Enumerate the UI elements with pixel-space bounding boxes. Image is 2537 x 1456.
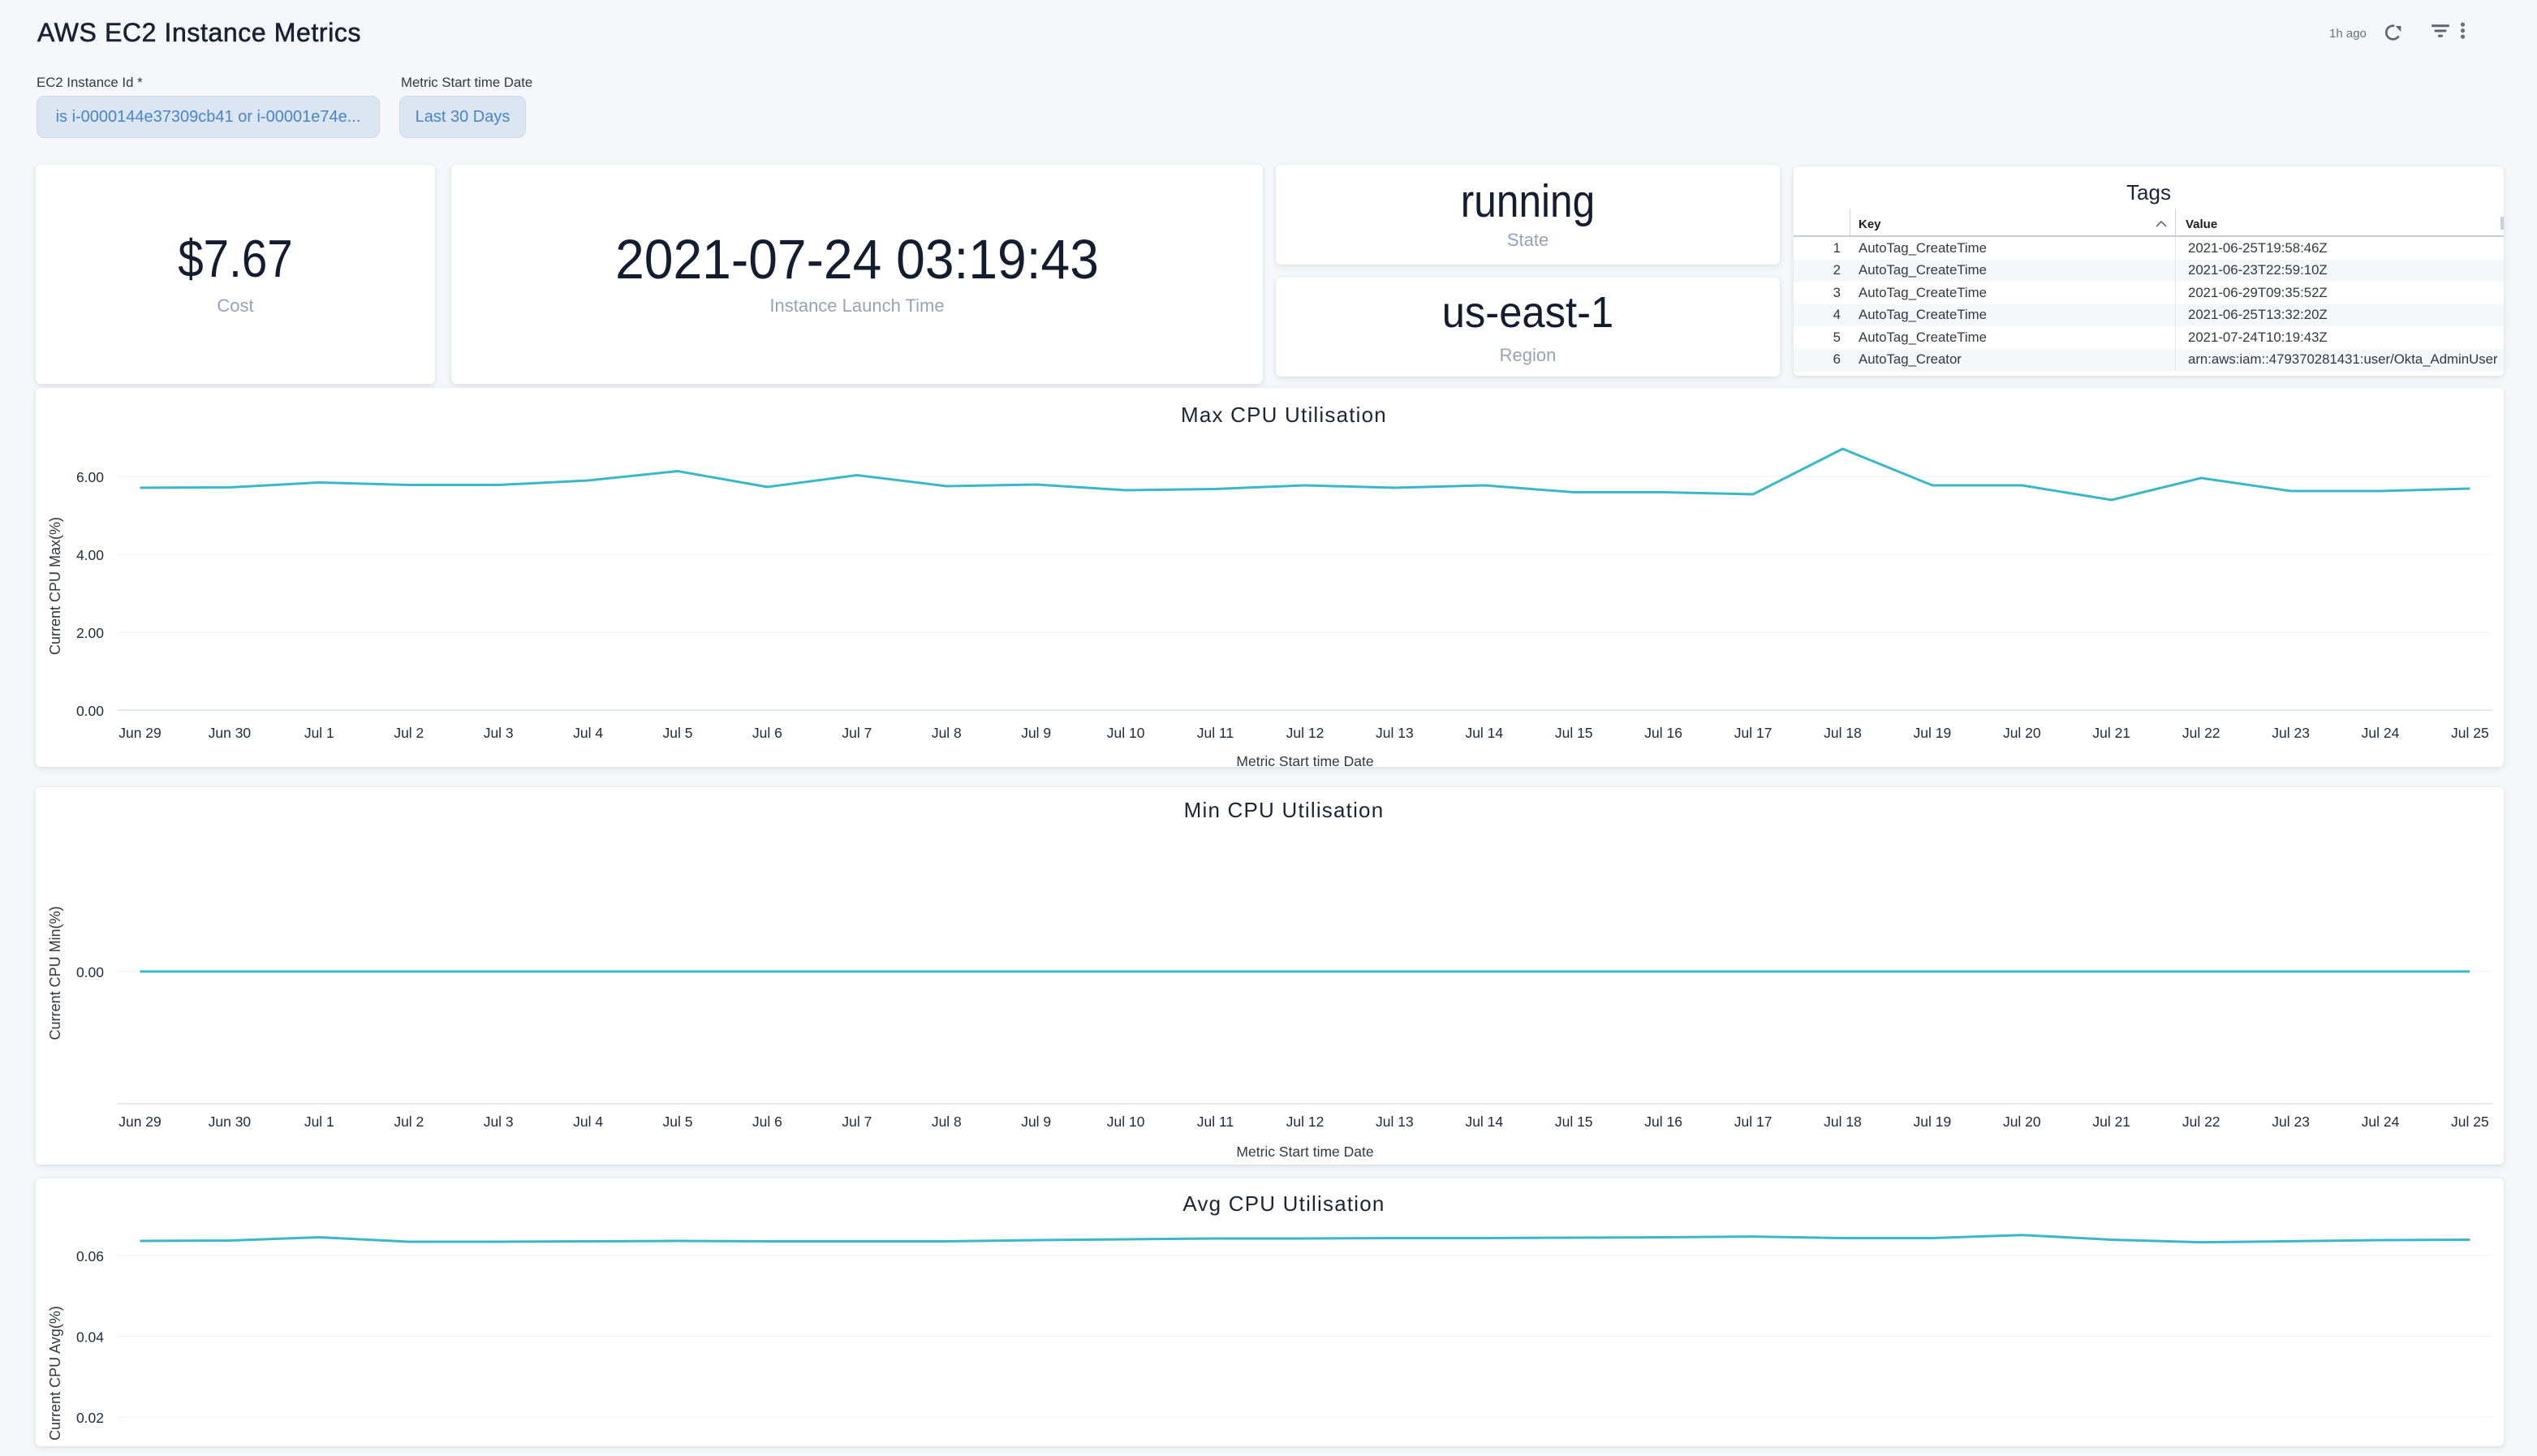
svg-text:0.02: 0.02 — [76, 1410, 104, 1426]
svg-text:Jul 23: Jul 23 — [2272, 1114, 2310, 1130]
svg-text:Jul 16: Jul 16 — [1644, 725, 1682, 741]
svg-text:Jul 13: Jul 13 — [1376, 1114, 1414, 1130]
svg-text:Jul 22: Jul 22 — [2182, 725, 2220, 741]
svg-text:0.04: 0.04 — [76, 1329, 104, 1346]
svg-text:Jul 17: Jul 17 — [1734, 725, 1772, 741]
svg-text:0.00: 0.00 — [76, 703, 104, 719]
svg-text:Jul 3: Jul 3 — [484, 1114, 514, 1130]
svg-text:Jul 12: Jul 12 — [1286, 725, 1324, 741]
svg-text:Jul 4: Jul 4 — [573, 725, 603, 741]
svg-text:6.00: 6.00 — [76, 469, 104, 485]
svg-text:Jul 21: Jul 21 — [2092, 725, 2130, 741]
svg-text:Jul 5: Jul 5 — [663, 725, 693, 741]
svg-text:Jul 11: Jul 11 — [1197, 1114, 1234, 1130]
svg-text:Jul 13: Jul 13 — [1376, 725, 1414, 741]
svg-text:Jun 30: Jun 30 — [209, 725, 252, 741]
svg-text:Jul 24: Jul 24 — [2362, 725, 2400, 741]
svg-text:Jul 24: Jul 24 — [2362, 1114, 2400, 1130]
svg-text:Current CPU Min(%): Current CPU Min(%) — [47, 906, 63, 1040]
svg-text:Jul 18: Jul 18 — [1824, 725, 1862, 741]
svg-text:Jul 17: Jul 17 — [1734, 1114, 1772, 1130]
svg-text:Metric Start time Date: Metric Start time Date — [1236, 1144, 1373, 1160]
svg-text:Jul 21: Jul 21 — [2092, 1114, 2130, 1130]
svg-text:Jul 19: Jul 19 — [1914, 725, 1952, 741]
svg-text:Jul 20: Jul 20 — [2003, 1114, 2041, 1130]
svg-text:Jul 7: Jul 7 — [842, 1114, 872, 1130]
svg-text:Metric Start time Date: Metric Start time Date — [1236, 753, 1373, 767]
svg-text:Jul 9: Jul 9 — [1021, 725, 1051, 741]
svg-text:Jul 8: Jul 8 — [932, 725, 962, 741]
svg-text:Jul 9: Jul 9 — [1021, 1114, 1051, 1130]
svg-text:Jul 23: Jul 23 — [2272, 725, 2310, 741]
svg-text:Jul 2: Jul 2 — [394, 725, 424, 741]
svg-text:Min CPU Utilisation: Min CPU Utilisation — [1184, 798, 1385, 822]
svg-text:Jul 2: Jul 2 — [394, 1114, 424, 1130]
svg-text:Jul 4: Jul 4 — [573, 1114, 603, 1130]
svg-text:Jul 10: Jul 10 — [1107, 1114, 1145, 1130]
svg-text:Jun 30: Jun 30 — [209, 1114, 252, 1130]
svg-text:Jul 14: Jul 14 — [1465, 725, 1503, 741]
svg-text:0.00: 0.00 — [76, 964, 104, 980]
svg-text:Current CPU Max(%): Current CPU Max(%) — [47, 517, 63, 655]
svg-text:Jul 19: Jul 19 — [1914, 1114, 1952, 1130]
svg-text:Jul 11: Jul 11 — [1197, 725, 1234, 741]
svg-text:Jul 16: Jul 16 — [1644, 1114, 1682, 1130]
svg-text:Max CPU Utilisation: Max CPU Utilisation — [1181, 403, 1387, 427]
svg-text:0.06: 0.06 — [76, 1248, 104, 1264]
svg-text:2.00: 2.00 — [76, 625, 104, 641]
svg-text:Jul 3: Jul 3 — [484, 725, 514, 741]
svg-text:Jul 1: Jul 1 — [304, 725, 334, 741]
svg-text:Jul 10: Jul 10 — [1107, 725, 1145, 741]
svg-text:Jul 25: Jul 25 — [2451, 725, 2489, 741]
svg-text:Jul 6: Jul 6 — [752, 725, 782, 741]
svg-text:Jul 14: Jul 14 — [1465, 1114, 1503, 1130]
svg-text:Jul 15: Jul 15 — [1555, 725, 1593, 741]
svg-text:Jun 29: Jun 29 — [118, 1114, 162, 1130]
svg-text:Jun 29: Jun 29 — [118, 725, 162, 741]
svg-text:4.00: 4.00 — [76, 547, 104, 563]
svg-text:Jul 6: Jul 6 — [752, 1114, 782, 1130]
svg-text:Jul 5: Jul 5 — [663, 1114, 693, 1130]
svg-text:Jul 20: Jul 20 — [2003, 725, 2041, 741]
svg-text:Jul 7: Jul 7 — [842, 725, 872, 741]
svg-text:Jul 22: Jul 22 — [2182, 1114, 2220, 1130]
svg-text:Jul 12: Jul 12 — [1286, 1114, 1324, 1130]
svg-text:Avg CPU Utilisation: Avg CPU Utilisation — [1182, 1191, 1385, 1216]
svg-text:Jul 15: Jul 15 — [1555, 1114, 1593, 1130]
svg-text:Jul 8: Jul 8 — [932, 1114, 962, 1130]
svg-text:Current CPU Avg(%): Current CPU Avg(%) — [47, 1306, 63, 1441]
svg-text:Jul 1: Jul 1 — [304, 1114, 334, 1130]
svg-text:Jul 25: Jul 25 — [2451, 1114, 2489, 1130]
svg-text:Jul 18: Jul 18 — [1824, 1114, 1862, 1130]
